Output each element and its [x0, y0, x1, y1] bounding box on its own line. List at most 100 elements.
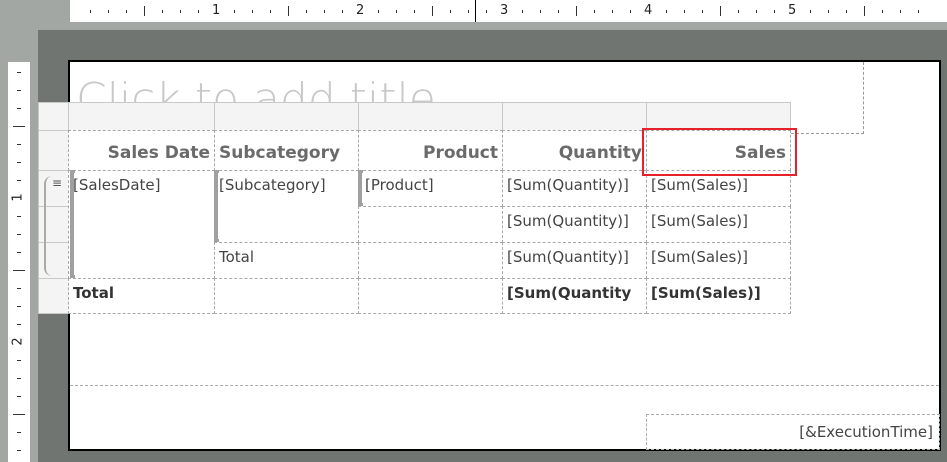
ruler-tick	[630, 10, 631, 13]
horizontal-ruler: 1 2 3 4 5	[70, 0, 947, 22]
ruler-tick	[432, 6, 433, 16]
ruler-tick	[17, 360, 21, 361]
data-cell[interactable]: [Sum(Quantity)]	[502, 206, 647, 243]
header-cell-quantity[interactable]: Quantity	[502, 130, 647, 171]
ruler-tick	[288, 6, 289, 16]
column-handle[interactable]	[214, 102, 359, 131]
data-cell[interactable]: [SalesDate]	[68, 170, 215, 279]
ruler-tick	[540, 10, 541, 13]
ruler-tick	[270, 10, 271, 13]
ruler-tick	[612, 10, 613, 13]
ruler-tick	[414, 10, 415, 13]
data-cell[interactable]: [Sum(Sales)]	[646, 206, 791, 243]
ruler-number: 1	[10, 193, 26, 202]
ruler-tick	[252, 10, 253, 13]
ruler-tick	[468, 10, 469, 13]
ruler-tick	[846, 10, 847, 13]
ruler-number: 2	[356, 3, 365, 18]
data-cell[interactable]	[358, 242, 503, 279]
header-cell-sales[interactable]: Sales	[646, 130, 791, 171]
ruler-tick	[396, 10, 397, 13]
header-cell-subcategory[interactable]: Subcategory	[214, 130, 359, 171]
data-cell[interactable]: [Sum(Quantity)]	[502, 242, 647, 279]
ruler-tick	[702, 10, 703, 13]
ruler-tick	[666, 10, 667, 13]
ruler-tick	[486, 10, 487, 13]
ruler-tick	[13, 414, 25, 415]
ruler-tick	[17, 216, 21, 217]
ruler-number: 1	[212, 3, 221, 18]
ruler-tick	[918, 10, 919, 13]
ruler-tick	[594, 10, 595, 13]
ruler-tick	[738, 10, 739, 13]
data-cell[interactable]: [Product]	[358, 170, 503, 207]
ruler-tick	[17, 288, 21, 289]
group-indicator	[214, 170, 219, 242]
ruler-tick	[17, 234, 21, 235]
ruler-tick	[864, 6, 865, 16]
data-cell[interactable]: [Sum(Sales)]	[646, 170, 791, 207]
row-handle[interactable]	[38, 278, 69, 314]
ruler-tick	[378, 10, 379, 13]
ruler-tick	[17, 108, 21, 109]
ruler-tick	[810, 10, 811, 13]
ruler-tick	[450, 10, 451, 13]
ruler-tick	[17, 396, 21, 397]
row-handle[interactable]	[38, 130, 69, 171]
row-group-icon[interactable]: ≡	[44, 176, 66, 276]
column-handle[interactable]	[68, 102, 215, 131]
ruler-tick	[17, 180, 21, 181]
data-cell[interactable]: [Sum(Sales)]	[646, 278, 791, 314]
ruler-tick	[17, 378, 21, 379]
ruler-number: 3	[500, 3, 509, 18]
ruler-tick	[90, 10, 91, 13]
ruler-tick	[17, 306, 21, 307]
ruler-tick	[306, 10, 307, 13]
data-cell[interactable]	[214, 278, 359, 314]
ruler-tick	[17, 324, 21, 325]
ruler-tick	[558, 10, 559, 13]
column-handle[interactable]	[502, 102, 647, 131]
ruler-tick	[720, 6, 721, 16]
ruler-tick	[13, 270, 25, 271]
ruler-number: 5	[788, 3, 797, 18]
ruler-tick	[576, 6, 577, 16]
group-indicator	[70, 170, 75, 278]
ruler-tick	[17, 252, 21, 253]
ruler-tick	[144, 6, 145, 16]
column-handle[interactable]	[358, 102, 503, 131]
ruler-tick	[17, 432, 21, 433]
header-cell-product[interactable]: Product	[358, 130, 503, 171]
data-cell[interactable]	[358, 278, 503, 314]
ruler-tick	[900, 10, 901, 13]
page-footer-separator	[70, 385, 939, 386]
data-cell[interactable]: [Subcategory]	[214, 170, 359, 243]
ruler-tick	[756, 10, 757, 13]
ruler-tick	[522, 10, 523, 13]
tablix-corner-handle[interactable]	[38, 102, 69, 131]
ruler-tick	[234, 10, 235, 13]
data-cell[interactable]: [Sum(Quantity)]	[502, 170, 647, 207]
ruler-tick	[126, 10, 127, 13]
ruler-tick	[180, 10, 181, 13]
ruler-tick	[162, 10, 163, 13]
header-cell-sales-date[interactable]: Sales Date	[68, 130, 215, 171]
group-indicator	[358, 170, 363, 206]
data-cell[interactable]	[358, 206, 503, 243]
ruler-tick	[684, 10, 685, 13]
ruler-tick	[198, 10, 199, 13]
ruler-tick	[17, 162, 21, 163]
data-cell[interactable]: Total	[214, 242, 359, 279]
ruler-tick	[17, 72, 21, 73]
ruler-tick	[13, 126, 25, 127]
data-cell[interactable]: [Sum(Quantity	[502, 278, 647, 314]
ruler-tick	[828, 10, 829, 13]
ruler-tick	[882, 10, 883, 13]
column-handle[interactable]	[646, 102, 791, 131]
data-cell[interactable]: [Sum(Sales)]	[646, 242, 791, 279]
ruler-tick	[774, 10, 775, 13]
ruler-tick	[17, 144, 21, 145]
data-cell[interactable]: Total	[68, 278, 215, 314]
execution-time-textbox[interactable]: [&ExecutionTime]	[646, 414, 940, 450]
